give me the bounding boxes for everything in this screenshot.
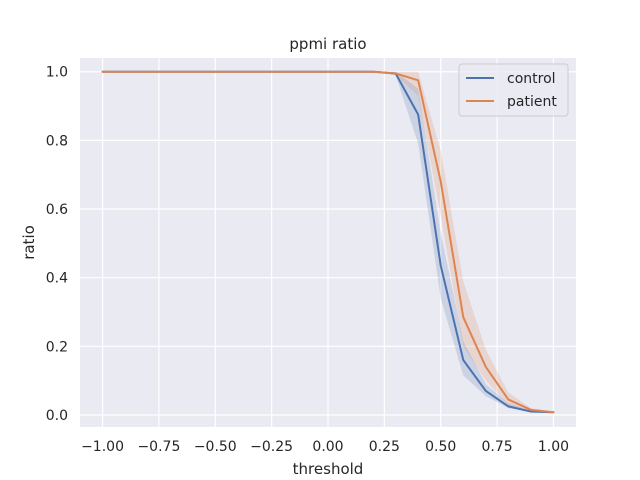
y-axis-label: ratio xyxy=(20,225,38,260)
y-tick-label: 0.6 xyxy=(46,202,68,218)
y-tick-label: 0.0 xyxy=(46,408,68,424)
x-tick-label: −0.75 xyxy=(137,439,180,455)
x-tick-label: 1.00 xyxy=(538,439,569,455)
legend-label-control: control xyxy=(507,71,556,87)
chart-title: ppmi ratio xyxy=(289,35,366,53)
x-axis-ticks: −1.00 −0.75 −0.50 −0.25 0.00 0.25 0.50 0.75 1.00 xyxy=(81,439,569,455)
series-line-patient xyxy=(101,70,555,414)
x-tick-label: 0.75 xyxy=(482,439,513,455)
x-tick-label: 0.50 xyxy=(425,439,456,455)
legend-label-patient: patient xyxy=(507,94,557,110)
y-tick-label: 0.2 xyxy=(46,339,68,355)
y-axis-ticks: 0.0 0.2 0.4 0.6 0.8 1.0 xyxy=(46,65,68,424)
x-tick-label: 0.00 xyxy=(312,439,343,455)
confidence-band-patient xyxy=(102,71,554,413)
y-tick-label: 0.8 xyxy=(46,133,68,149)
x-tick-label: 0.25 xyxy=(369,439,400,455)
legend: control patient xyxy=(458,63,569,117)
x-axis-label: threshold xyxy=(293,460,364,478)
x-tick-label: −0.25 xyxy=(250,439,293,455)
y-tick-label: 0.4 xyxy=(46,271,68,287)
series-lines xyxy=(101,70,555,414)
y-tick-label: 1.0 xyxy=(46,65,68,81)
confidence-bands xyxy=(102,71,554,413)
x-tick-label: −1.00 xyxy=(81,439,124,455)
x-tick-label: −0.50 xyxy=(194,439,237,455)
